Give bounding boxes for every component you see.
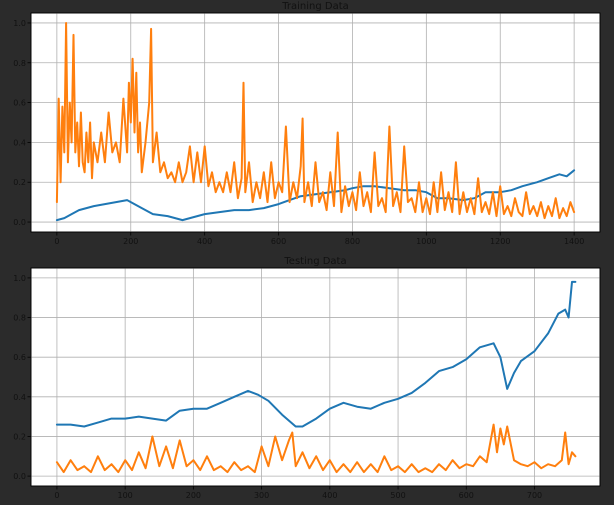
y-tick-label: 1.0 [13,274,26,283]
x-tick-label: 1400 [564,237,584,246]
y-tick-label: 0.8 [13,314,26,323]
x-tick-label: 400 [197,237,212,246]
plot-border [30,267,601,487]
x-tick-label: 200 [123,237,138,246]
x-tick-label: 0 [54,491,59,500]
y-tick-label: 0.4 [13,138,26,147]
x-tick-label: 0 [54,237,59,246]
testing-chart: 0 100 200 300 400 500 600 700 0.0 0.2 0.4 0.6 0.8 1.0… [13,256,601,500]
training-chart: 0 200 400 600 800 1000 1200 1400 0.0 0.2 0.4 0.6 0.8… [13,1,601,246]
y-tick-label: 1.0 [13,19,26,28]
y-tick-label: 0.6 [13,353,26,362]
x-tick-label: 100 [118,491,133,500]
x-tick-label: 500 [390,491,405,500]
y-tick-label: 0.0 [13,472,26,481]
plot-area [30,267,601,487]
x-tick-label: 600 [271,237,286,246]
y-tick-label: 0.0 [13,218,26,227]
x-tick-label: 600 [459,491,474,500]
x-tick-label: 400 [322,491,337,500]
y-tick-label: 0.4 [13,393,26,402]
x-tick-label: 1000 [416,237,436,246]
x-tick-label: 800 [345,237,360,246]
y-tick-label: 0.6 [13,99,26,108]
chart-title: Training Data [281,1,349,12]
chart-title: Testing Data [283,256,346,267]
series-line-0 [55,280,577,428]
plot-border [30,12,601,233]
y-tick-label: 0.8 [13,59,26,68]
x-tick-label: 1200 [490,237,510,246]
series-line-1 [55,22,576,220]
x-tick-label: 700 [527,491,542,500]
y-tick-label: 0.2 [13,432,26,441]
x-tick-label: 200 [186,491,201,500]
series-line-1 [55,423,577,474]
y-tick-label: 0.2 [13,178,26,187]
x-tick-label: 300 [254,491,269,500]
